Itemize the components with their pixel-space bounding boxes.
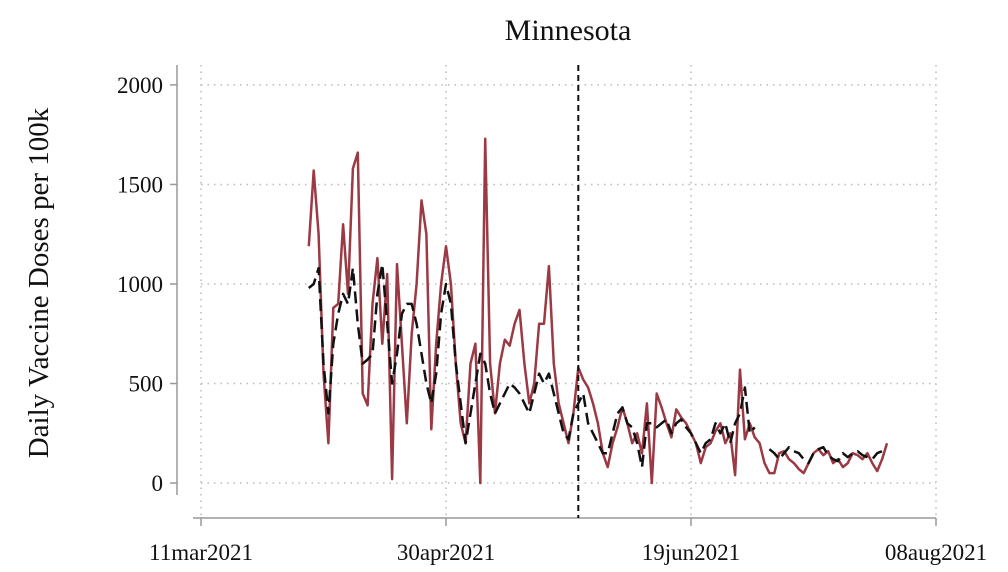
series-line [308, 262, 883, 469]
x-tick-label: 19jun2021 [642, 540, 740, 565]
y-tick-label: 500 [129, 372, 164, 397]
y-tick-label: 1500 [117, 172, 163, 197]
x-tick-label: 30apr2021 [397, 540, 495, 565]
y-tick-label: 2000 [117, 73, 163, 98]
series-line [307, 137, 889, 485]
x-tick-label: 11mar2021 [149, 540, 253, 565]
x-tick-label: 08aug2021 [885, 540, 987, 565]
y-tick-label: 1000 [117, 272, 163, 297]
chart-title: Minnesota [505, 14, 632, 47]
y-tick-label: 0 [152, 471, 164, 496]
y-axis-label: Daily Vaccine Doses per 100k [23, 107, 55, 458]
